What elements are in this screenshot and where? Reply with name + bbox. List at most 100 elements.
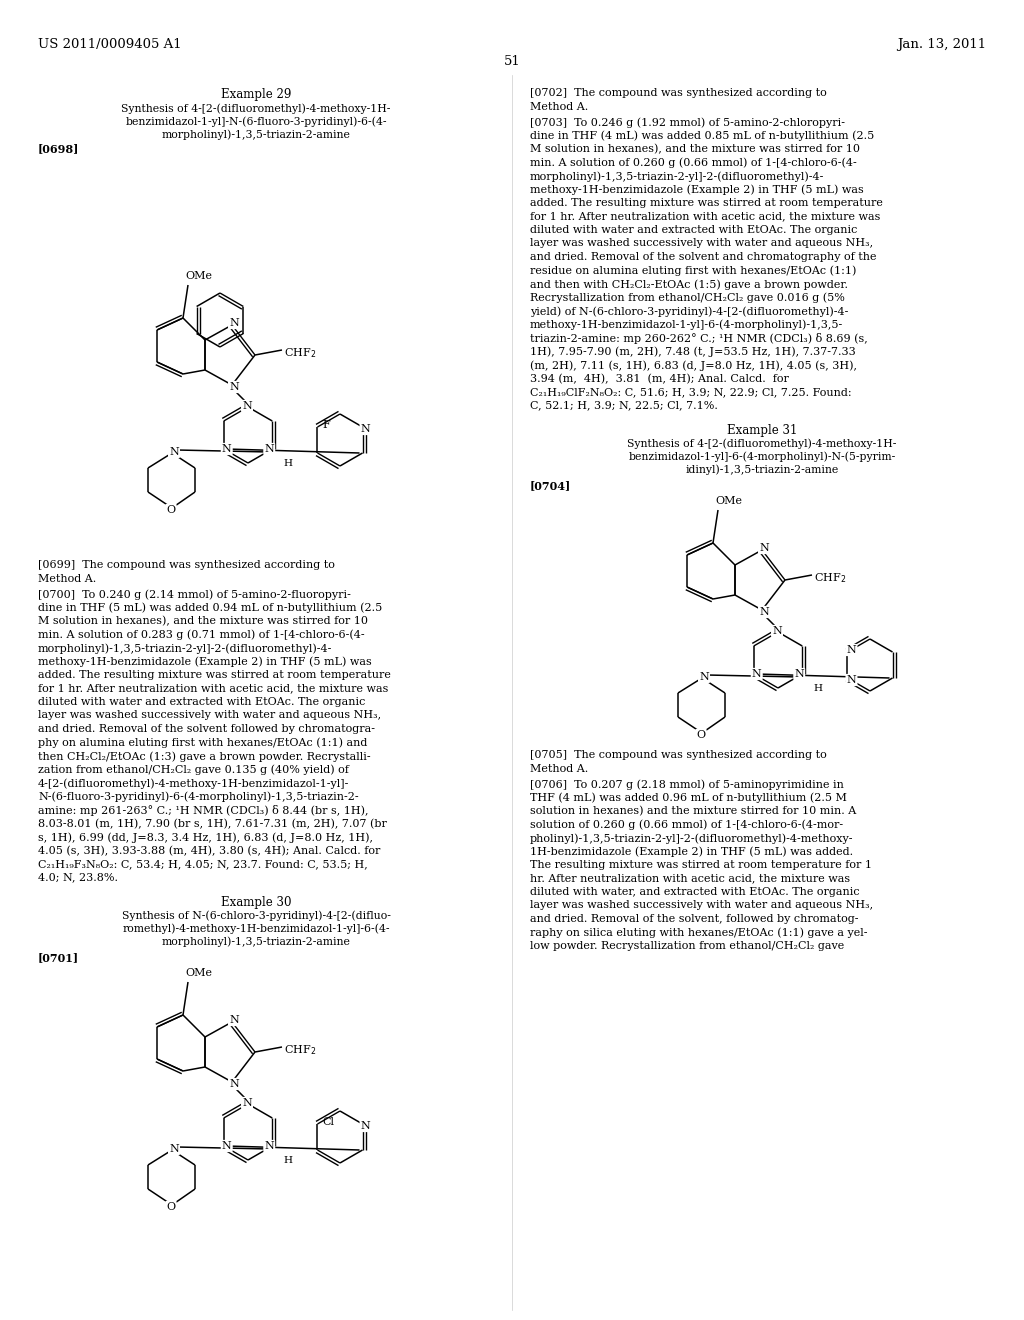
Text: O: O bbox=[696, 730, 706, 741]
Text: min. A solution of 0.283 g (0.71 mmol) of 1-[4-chloro-6-(4-: min. A solution of 0.283 g (0.71 mmol) o… bbox=[38, 630, 365, 640]
Text: added. The resulting mixture was stirred at room temperature: added. The resulting mixture was stirred… bbox=[530, 198, 883, 209]
Text: dine in THF (5 mL) was added 0.94 mL of n-butyllithium (2.5: dine in THF (5 mL) was added 0.94 mL of … bbox=[38, 602, 382, 612]
Text: methoxy-1H-benzimidazol-1-yl]-6-(4-morpholinyl)-1,3,5-: methoxy-1H-benzimidazol-1-yl]-6-(4-morph… bbox=[530, 319, 843, 330]
Text: morpholinyl)-1,3,5-triazin-2-amine: morpholinyl)-1,3,5-triazin-2-amine bbox=[162, 129, 350, 140]
Text: hr. After neutralization with acetic acid, the mixture was: hr. After neutralization with acetic aci… bbox=[530, 874, 850, 883]
Text: 4.0; N, 23.8%.: 4.0; N, 23.8%. bbox=[38, 873, 118, 883]
Text: The resulting mixture was stirred at room temperature for 1: The resulting mixture was stirred at roo… bbox=[530, 861, 872, 870]
Text: N: N bbox=[795, 669, 804, 678]
Text: for 1 hr. After neutralization with acetic acid, the mixture was: for 1 hr. After neutralization with acet… bbox=[530, 211, 881, 222]
Text: M solution in hexanes), and the mixture was stirred for 10: M solution in hexanes), and the mixture … bbox=[38, 616, 368, 627]
Text: dine in THF (4 mL) was added 0.85 mL of n-butyllithium (2.5: dine in THF (4 mL) was added 0.85 mL of … bbox=[530, 131, 874, 141]
Text: H: H bbox=[284, 459, 293, 469]
Text: N: N bbox=[169, 1144, 179, 1154]
Text: [0706]  To 0.207 g (2.18 mmol) of 5-aminopyrimidine in: [0706] To 0.207 g (2.18 mmol) of 5-amino… bbox=[530, 779, 844, 789]
Text: [0702]  The compound was synthesized according to: [0702] The compound was synthesized acco… bbox=[530, 88, 826, 98]
Text: added. The resulting mixture was stirred at room temperature: added. The resulting mixture was stirred… bbox=[38, 671, 391, 680]
Text: triazin-2-amine: mp 260-262° C.; ¹H NMR (CDCl₃) δ 8.69 (s,: triazin-2-amine: mp 260-262° C.; ¹H NMR … bbox=[530, 333, 867, 345]
Text: N: N bbox=[242, 401, 252, 411]
Text: Recrystallization from ethanol/CH₂Cl₂ gave 0.016 g (5%: Recrystallization from ethanol/CH₂Cl₂ ga… bbox=[530, 293, 845, 304]
Text: layer was washed successively with water and aqueous NH₃,: layer was washed successively with water… bbox=[38, 710, 381, 721]
Text: H: H bbox=[814, 684, 822, 693]
Text: idinyl)-1,3,5-triazin-2-amine: idinyl)-1,3,5-triazin-2-amine bbox=[685, 465, 839, 475]
Text: [0698]: [0698] bbox=[38, 143, 80, 154]
Text: min. A solution of 0.260 g (0.66 mmol) of 1-[4-chloro-6-(4-: min. A solution of 0.260 g (0.66 mmol) o… bbox=[530, 157, 857, 168]
Text: methoxy-1H-benzimidazole (Example 2) in THF (5 mL) was: methoxy-1H-benzimidazole (Example 2) in … bbox=[38, 656, 372, 667]
Text: CHF$_2$: CHF$_2$ bbox=[814, 572, 846, 585]
Text: [0701]: [0701] bbox=[38, 952, 79, 964]
Text: N: N bbox=[229, 318, 239, 327]
Text: layer was washed successively with water and aqueous NH₃,: layer was washed successively with water… bbox=[530, 900, 873, 911]
Text: OMe: OMe bbox=[185, 271, 212, 281]
Text: diluted with water and extracted with EtOAc. The organic: diluted with water and extracted with Et… bbox=[38, 697, 366, 708]
Text: methoxy-1H-benzimidazole (Example 2) in THF (5 mL) was: methoxy-1H-benzimidazole (Example 2) in … bbox=[530, 185, 864, 195]
Text: 8.03-8.01 (m, 1H), 7.90 (br s, 1H), 7.61-7.31 (m, 2H), 7.07 (br: 8.03-8.01 (m, 1H), 7.90 (br s, 1H), 7.61… bbox=[38, 818, 387, 829]
Text: and dried. Removal of the solvent followed by chromatogra-: and dried. Removal of the solvent follow… bbox=[38, 723, 375, 734]
Text: 1H-benzimidazole (Example 2) in THF (5 mL) was added.: 1H-benzimidazole (Example 2) in THF (5 m… bbox=[530, 846, 853, 857]
Text: [0705]  The compound was synthesized according to: [0705] The compound was synthesized acco… bbox=[530, 750, 826, 760]
Text: N: N bbox=[264, 444, 274, 454]
Text: pholinyl)-1,3,5-triazin-2-yl]-2-(difluoromethyl)-4-methoxy-: pholinyl)-1,3,5-triazin-2-yl]-2-(difluor… bbox=[530, 833, 853, 843]
Text: C₂₁H₁₉F₃N₈O₂: C, 53.4; H, 4.05; N, 23.7. Found: C, 53.5; H,: C₂₁H₁₉F₃N₈O₂: C, 53.4; H, 4.05; N, 23.7.… bbox=[38, 859, 368, 869]
Text: 51: 51 bbox=[504, 55, 520, 69]
Text: C₂₁H₁₉ClF₂N₈O₂: C, 51.6; H, 3.9; N, 22.9; Cl, 7.25. Found:: C₂₁H₁₉ClF₂N₈O₂: C, 51.6; H, 3.9; N, 22.9… bbox=[530, 387, 852, 397]
Text: and dried. Removal of the solvent, followed by chromatog-: and dried. Removal of the solvent, follo… bbox=[530, 913, 858, 924]
Text: CHF$_2$: CHF$_2$ bbox=[284, 1043, 316, 1057]
Text: solution in hexanes) and the mixture stirred for 10 min. A: solution in hexanes) and the mixture sti… bbox=[530, 807, 856, 816]
Text: M solution in hexanes), and the mixture was stirred for 10: M solution in hexanes), and the mixture … bbox=[530, 144, 860, 154]
Text: N: N bbox=[772, 626, 782, 636]
Text: morpholinyl)-1,3,5-triazin-2-amine: morpholinyl)-1,3,5-triazin-2-amine bbox=[162, 936, 350, 946]
Text: then CH₂Cl₂/EtOAc (1:3) gave a brown powder. Recrystalli-: then CH₂Cl₂/EtOAc (1:3) gave a brown pow… bbox=[38, 751, 371, 762]
Text: C, 52.1; H, 3.9; N, 22.5; Cl, 7.1%.: C, 52.1; H, 3.9; N, 22.5; Cl, 7.1%. bbox=[530, 400, 718, 411]
Text: diluted with water and extracted with EtOAc. The organic: diluted with water and extracted with Et… bbox=[530, 224, 857, 235]
Text: and dried. Removal of the solvent and chromatography of the: and dried. Removal of the solvent and ch… bbox=[530, 252, 877, 261]
Text: N: N bbox=[759, 543, 769, 553]
Text: N: N bbox=[264, 1140, 274, 1151]
Text: [0703]  To 0.246 g (1.92 mmol) of 5-amino-2-chloropyri-: [0703] To 0.246 g (1.92 mmol) of 5-amino… bbox=[530, 117, 845, 128]
Text: solution of 0.260 g (0.66 mmol) of 1-[4-chloro-6-(4-mor-: solution of 0.260 g (0.66 mmol) of 1-[4-… bbox=[530, 820, 843, 830]
Text: US 2011/0009405 A1: US 2011/0009405 A1 bbox=[38, 38, 181, 51]
Text: layer was washed successively with water and aqueous NH₃,: layer was washed successively with water… bbox=[530, 239, 873, 248]
Text: [0704]: [0704] bbox=[530, 480, 571, 491]
Text: 4-[2-(difluoromethyl)-4-methoxy-1H-benzimidazol-1-yl]-: 4-[2-(difluoromethyl)-4-methoxy-1H-benzi… bbox=[38, 777, 349, 788]
Text: 4.05 (s, 3H), 3.93-3.88 (m, 4H), 3.80 (s, 4H); Anal. Calcd. for: 4.05 (s, 3H), 3.93-3.88 (m, 4H), 3.80 (s… bbox=[38, 846, 380, 855]
Text: N: N bbox=[222, 1140, 231, 1151]
Text: H: H bbox=[284, 1156, 293, 1166]
Text: N: N bbox=[360, 424, 371, 434]
Text: N: N bbox=[360, 1121, 371, 1131]
Text: O: O bbox=[167, 506, 175, 515]
Text: s, 1H), 6.99 (dd, J=8.3, 3.4 Hz, 1H), 6.83 (d, J=8.0 Hz, 1H),: s, 1H), 6.99 (dd, J=8.3, 3.4 Hz, 1H), 6.… bbox=[38, 832, 373, 842]
Text: 1H), 7.95-7.90 (m, 2H), 7.48 (t, J=53.5 Hz, 1H), 7.37-7.33: 1H), 7.95-7.90 (m, 2H), 7.48 (t, J=53.5 … bbox=[530, 346, 856, 358]
Text: phy on alumina eluting first with hexanes/EtOAc (1:1) and: phy on alumina eluting first with hexane… bbox=[38, 738, 368, 748]
Text: N: N bbox=[752, 669, 762, 678]
Text: N: N bbox=[229, 381, 239, 392]
Text: diluted with water, and extracted with EtOAc. The organic: diluted with water, and extracted with E… bbox=[530, 887, 859, 898]
Text: Cl: Cl bbox=[323, 1117, 335, 1127]
Text: romethyl)-4-methoxy-1H-benzimidazol-1-yl]-6-(4-: romethyl)-4-methoxy-1H-benzimidazol-1-yl… bbox=[122, 923, 390, 933]
Text: Method A.: Method A. bbox=[530, 763, 588, 774]
Text: THF (4 mL) was added 0.96 mL of n-butyllithium (2.5 M: THF (4 mL) was added 0.96 mL of n-butyll… bbox=[530, 792, 847, 803]
Text: benzimidazol-1-yl]-6-(4-morpholinyl)-N-(5-pyrim-: benzimidazol-1-yl]-6-(4-morpholinyl)-N-(… bbox=[629, 451, 896, 462]
Text: [0700]  To 0.240 g (2.14 mmol) of 5-amino-2-fluoropyri-: [0700] To 0.240 g (2.14 mmol) of 5-amino… bbox=[38, 589, 351, 599]
Text: N: N bbox=[229, 1015, 239, 1026]
Text: F: F bbox=[323, 420, 330, 430]
Text: N: N bbox=[759, 607, 769, 616]
Text: Example 29: Example 29 bbox=[221, 88, 291, 102]
Text: morpholinyl)-1,3,5-triazin-2-yl]-2-(difluoromethyl)-4-: morpholinyl)-1,3,5-triazin-2-yl]-2-(difl… bbox=[530, 172, 824, 182]
Text: OMe: OMe bbox=[185, 968, 212, 978]
Text: (m, 2H), 7.11 (s, 1H), 6.83 (d, J=8.0 Hz, 1H), 4.05 (s, 3H),: (m, 2H), 7.11 (s, 1H), 6.83 (d, J=8.0 Hz… bbox=[530, 360, 857, 371]
Text: low powder. Recrystallization from ethanol/CH₂Cl₂ gave: low powder. Recrystallization from ethan… bbox=[530, 941, 844, 950]
Text: Jan. 13, 2011: Jan. 13, 2011 bbox=[897, 38, 986, 51]
Text: N: N bbox=[242, 1098, 252, 1107]
Text: yield) of N-(6-chloro-3-pyridinyl)-4-[2-(difluoromethyl)-4-: yield) of N-(6-chloro-3-pyridinyl)-4-[2-… bbox=[530, 306, 848, 317]
Text: residue on alumina eluting first with hexanes/EtOAc (1:1): residue on alumina eluting first with he… bbox=[530, 265, 856, 276]
Text: morpholinyl)-1,3,5-triazin-2-yl]-2-(difluoromethyl)-4-: morpholinyl)-1,3,5-triazin-2-yl]-2-(difl… bbox=[38, 643, 333, 653]
Text: amine: mp 261-263° C.; ¹H NMR (CDCl₃) δ 8.44 (br s, 1H),: amine: mp 261-263° C.; ¹H NMR (CDCl₃) δ … bbox=[38, 805, 369, 816]
Text: N: N bbox=[847, 645, 856, 655]
Text: CHF$_2$: CHF$_2$ bbox=[284, 346, 316, 360]
Text: N: N bbox=[699, 672, 709, 682]
Text: Synthesis of 4-[2-(difluoromethyl)-4-methoxy-1H-: Synthesis of 4-[2-(difluoromethyl)-4-met… bbox=[121, 103, 391, 114]
Text: and then with CH₂Cl₂-EtOAc (1:5) gave a brown powder.: and then with CH₂Cl₂-EtOAc (1:5) gave a … bbox=[530, 279, 848, 289]
Text: Method A.: Method A. bbox=[530, 102, 588, 111]
Text: for 1 hr. After neutralization with acetic acid, the mixture was: for 1 hr. After neutralization with acet… bbox=[38, 684, 388, 693]
